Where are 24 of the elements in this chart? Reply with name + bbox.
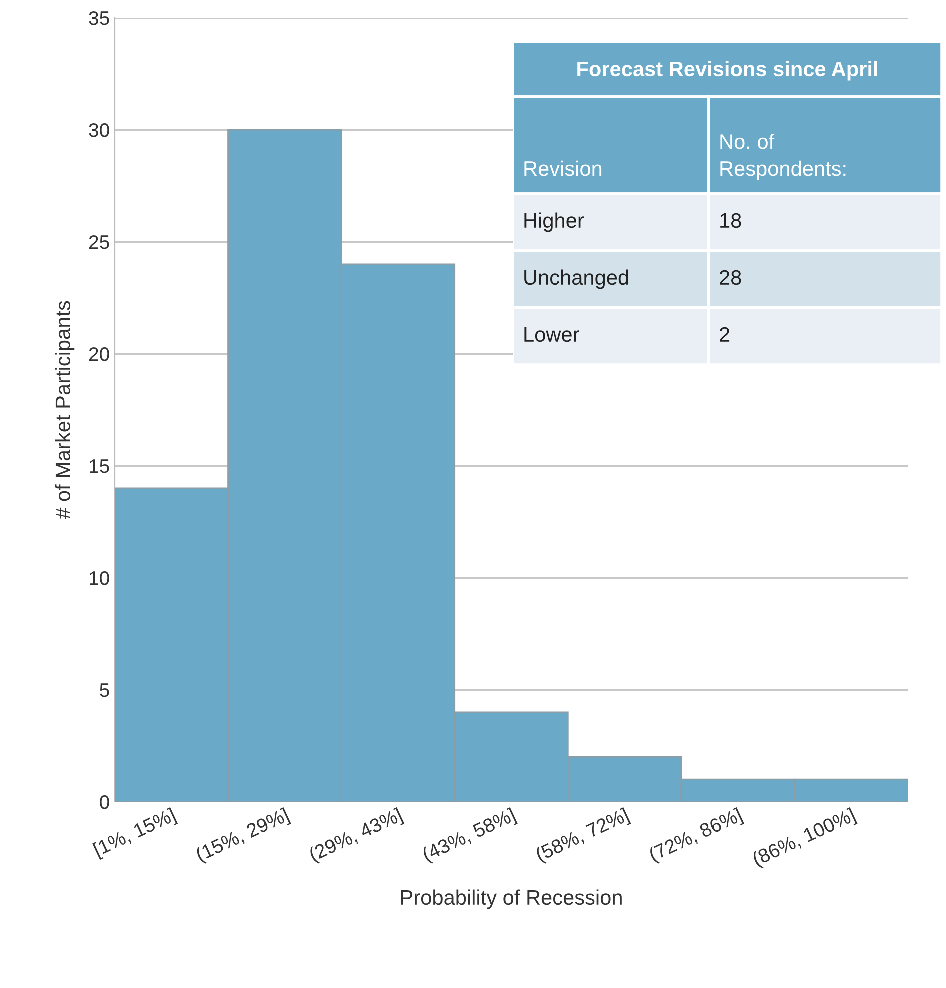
y-tick-label: 5 <box>100 684 110 698</box>
x-tick-label: (43%, 58%] <box>422 807 518 866</box>
x-tick-label: (72%, 86%] <box>648 807 744 866</box>
annotation: No. of Respondents: <box>720 134 846 180</box>
annotation: Lower <box>524 328 580 342</box>
x-tick-label: (29%, 43%] <box>308 807 405 866</box>
y-tick-label: 30 <box>89 123 110 138</box>
y-axis-title: # of Market Participants <box>55 301 75 520</box>
y-tick-label: 20 <box>89 347 110 362</box>
y-tick-label: 35 <box>89 11 110 26</box>
x-axis-title: Probability of Recession <box>401 890 622 910</box>
annotation: Higher <box>524 212 584 232</box>
y-tick-label: 15 <box>90 460 110 474</box>
annotation: 2 <box>720 327 730 342</box>
annotation: 28 <box>720 270 742 286</box>
x-tick-label: (58%, 72%] <box>534 807 632 866</box>
annotation: Revision <box>524 160 602 176</box>
annotation: 18 <box>720 213 742 228</box>
y-tick-label: 25 <box>89 235 110 250</box>
annotation: Unchanged <box>524 270 628 290</box>
text: Forecast Revisions since April <box>578 61 878 81</box>
y-tick-label: 0 <box>100 795 110 810</box>
x-tick-label: (15%, 29%] <box>194 807 292 866</box>
y-tick-label: 10 <box>90 571 110 586</box>
